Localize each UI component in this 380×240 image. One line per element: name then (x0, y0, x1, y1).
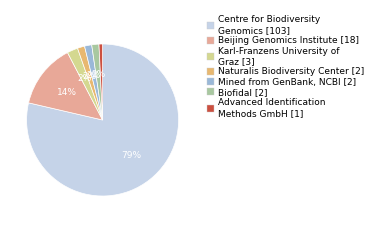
Text: 2%: 2% (82, 72, 97, 81)
Wedge shape (27, 44, 179, 196)
Text: 2%: 2% (87, 71, 101, 80)
Text: 14%: 14% (57, 88, 76, 96)
Wedge shape (84, 45, 103, 120)
Legend: Centre for Biodiversity
Genomics [103], Beijing Genomics Institute [18], Karl-Fr: Centre for Biodiversity Genomics [103], … (207, 16, 364, 118)
Text: 2%: 2% (78, 74, 92, 83)
Wedge shape (28, 53, 103, 120)
Wedge shape (68, 48, 103, 120)
Text: 79%: 79% (121, 151, 141, 160)
Text: 2%: 2% (91, 70, 105, 79)
Wedge shape (99, 44, 103, 120)
Wedge shape (78, 46, 103, 120)
Wedge shape (92, 44, 103, 120)
